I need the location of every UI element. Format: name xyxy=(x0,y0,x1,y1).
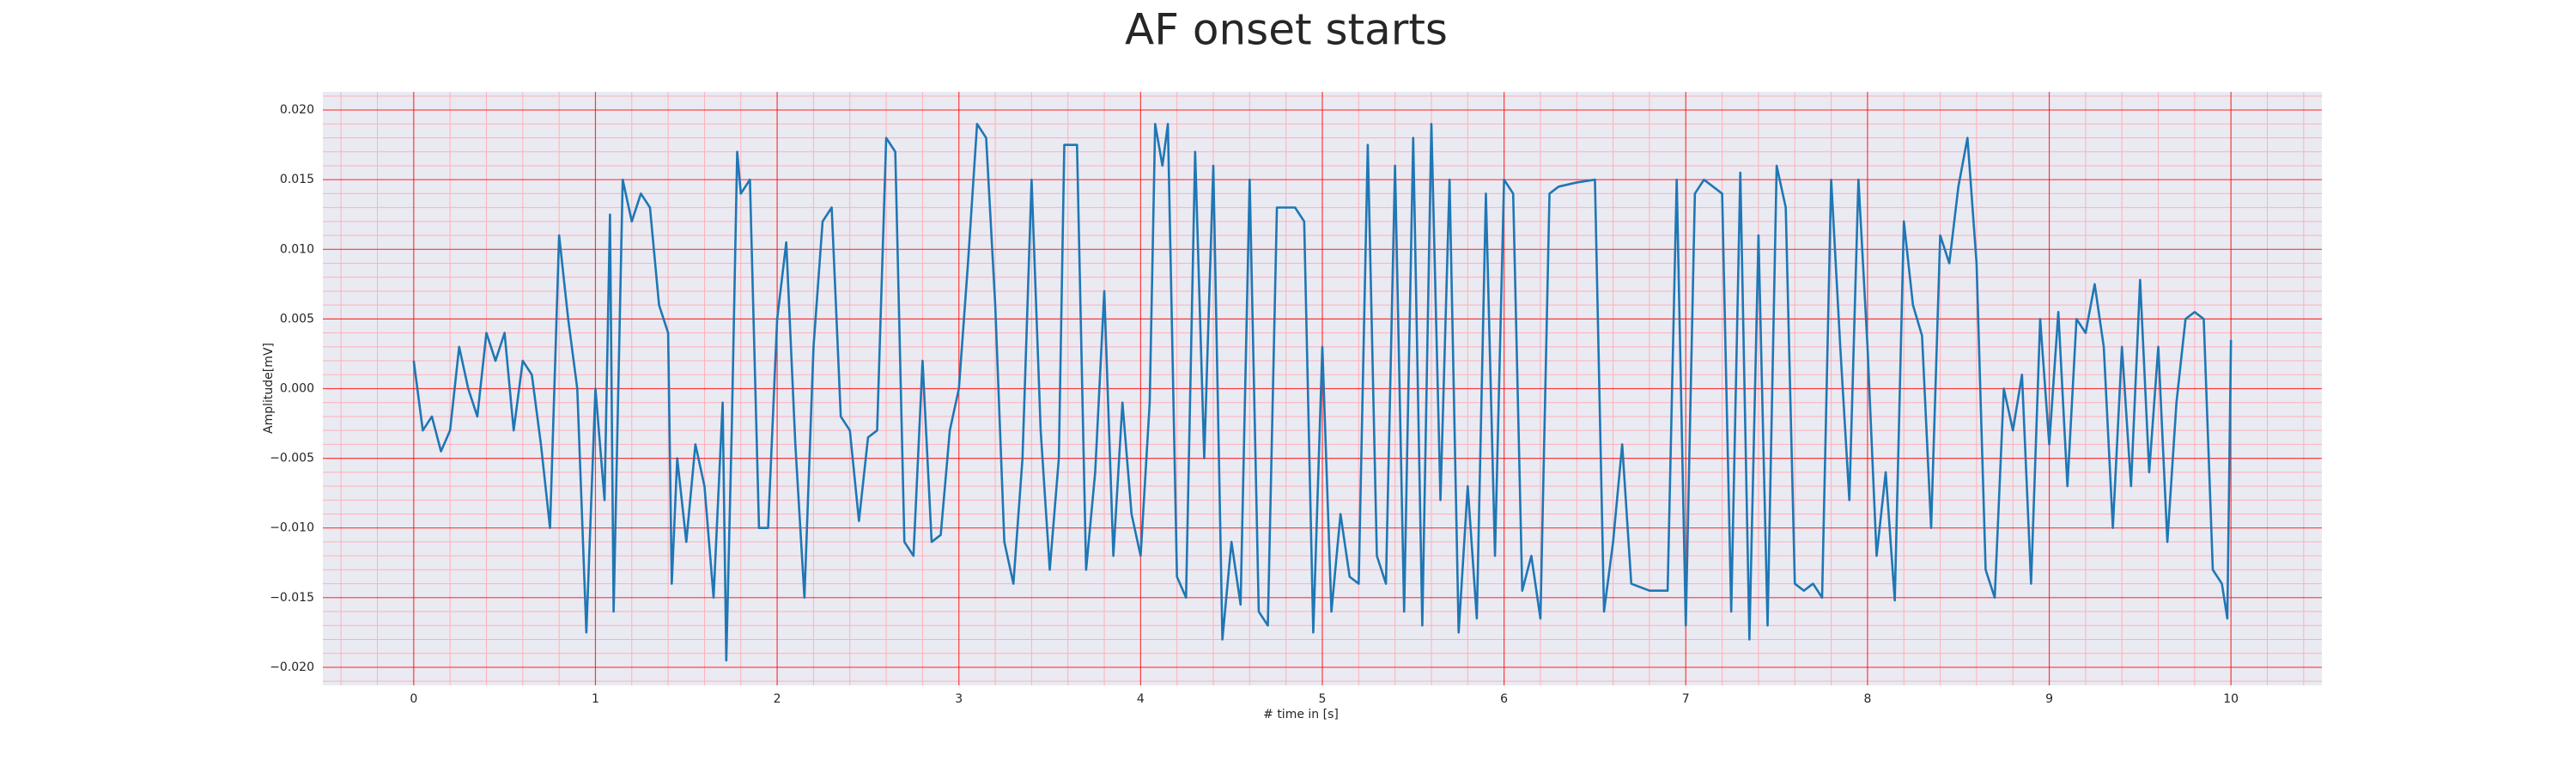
x-tick-label: 9 xyxy=(2045,692,2053,706)
y-tick-label: −0.010 xyxy=(270,521,314,535)
y-axis-label: Amplitude[mV] xyxy=(262,343,276,434)
x-tick-label: 2 xyxy=(774,692,781,706)
y-tick-label: 0.020 xyxy=(280,103,314,117)
x-tick-label: 10 xyxy=(2223,692,2239,706)
x-tick-label: 5 xyxy=(1319,692,1327,706)
y-tick-label: −0.020 xyxy=(270,660,314,674)
y-tick-label: 0.005 xyxy=(280,312,314,326)
x-tick-label: 7 xyxy=(1682,692,1690,706)
chart-title: AF onset starts xyxy=(1125,5,1448,55)
x-tick-label: 4 xyxy=(1137,692,1145,706)
x-axis-label: # time in [s] xyxy=(1263,708,1339,721)
x-tick-label: 3 xyxy=(955,692,963,706)
y-tick-label: −0.005 xyxy=(270,452,314,466)
y-tick-label: 0.000 xyxy=(280,382,314,396)
x-tick-label: 1 xyxy=(592,692,599,706)
y-tick-label: 0.010 xyxy=(280,242,314,256)
x-tick-label: 0 xyxy=(410,692,417,706)
x-tick-label: 8 xyxy=(1863,692,1871,706)
signal-line xyxy=(412,123,2233,662)
x-tick-label: 6 xyxy=(1500,692,1508,706)
y-tick-label: −0.015 xyxy=(270,591,314,605)
y-tick-label: 0.015 xyxy=(280,173,314,186)
